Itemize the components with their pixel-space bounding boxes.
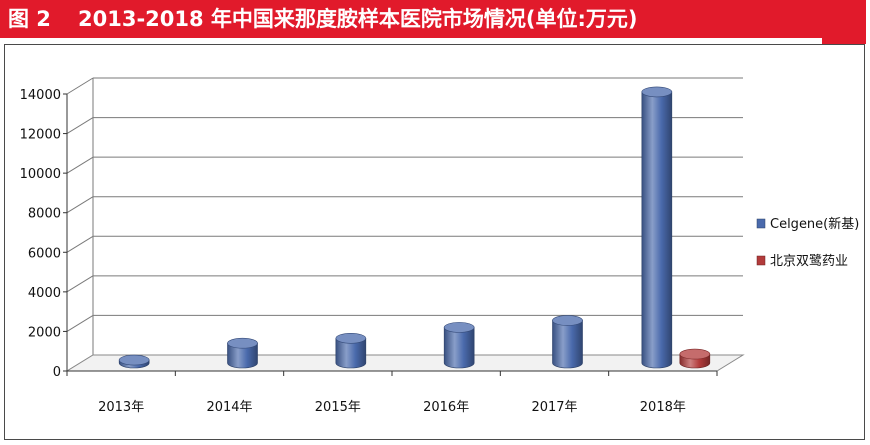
bar-top xyxy=(641,86,673,98)
chart-panel: 0 2000 4000 6000 8000 10000 12000 14000 2013年 201… xyxy=(4,44,865,440)
bar xyxy=(227,342,258,369)
y-tick-label: 4000 xyxy=(28,286,61,301)
x-tick-label: 2016年 xyxy=(423,400,469,415)
x-tick-label: 2014年 xyxy=(206,400,252,415)
y-tick-label: 8000 xyxy=(28,207,61,222)
gridline-side xyxy=(66,196,94,214)
x-tick-label: 2017年 xyxy=(531,400,577,415)
bar xyxy=(335,337,367,369)
title-bar-notch xyxy=(822,38,866,44)
legend-swatch xyxy=(756,218,766,229)
y-tick-label: 6000 xyxy=(28,246,61,261)
legend-label: Celgene(新基) xyxy=(770,216,859,232)
gridline-side xyxy=(66,275,94,293)
gridline-side xyxy=(66,77,94,95)
x-tick-label: 2018年 xyxy=(640,400,686,415)
y-tick-label: 2000 xyxy=(28,325,61,340)
bar-top xyxy=(679,348,711,360)
y-tick-label: 10000 xyxy=(20,167,61,182)
figure-title: 2013-2018 年中国来那度胺样本医院市场情况(单位:万元) xyxy=(78,7,638,31)
bar-top xyxy=(335,332,367,344)
gridline-side xyxy=(66,235,94,253)
bar xyxy=(443,327,475,369)
y-tick-label: 12000 xyxy=(20,128,61,143)
figure-title-bar: 图 2 2013-2018 年中国来那度胺样本医院市场情况(单位:万元) xyxy=(0,0,866,38)
gridline-side xyxy=(66,156,94,174)
bar-top xyxy=(227,337,258,349)
legend-label: 北京双鹭药业 xyxy=(770,253,848,269)
y-tick-label: 14000 xyxy=(20,88,61,103)
figure-label: 图 2 xyxy=(8,7,51,31)
bar-top xyxy=(118,354,150,366)
bar xyxy=(641,91,673,369)
legend-swatch xyxy=(756,255,766,266)
bar-top xyxy=(552,315,583,326)
x-tick-label: 2013年 xyxy=(98,400,144,415)
bar xyxy=(552,320,583,369)
gridline-side xyxy=(66,315,94,332)
bar-top xyxy=(443,322,475,333)
gridline-side xyxy=(66,117,94,134)
x-tick-label: 2015年 xyxy=(315,400,361,415)
bar-chart: 0 2000 4000 6000 8000 10000 12000 14000 2013年 201… xyxy=(20,77,859,415)
y-tick-label: 0 xyxy=(53,365,61,380)
